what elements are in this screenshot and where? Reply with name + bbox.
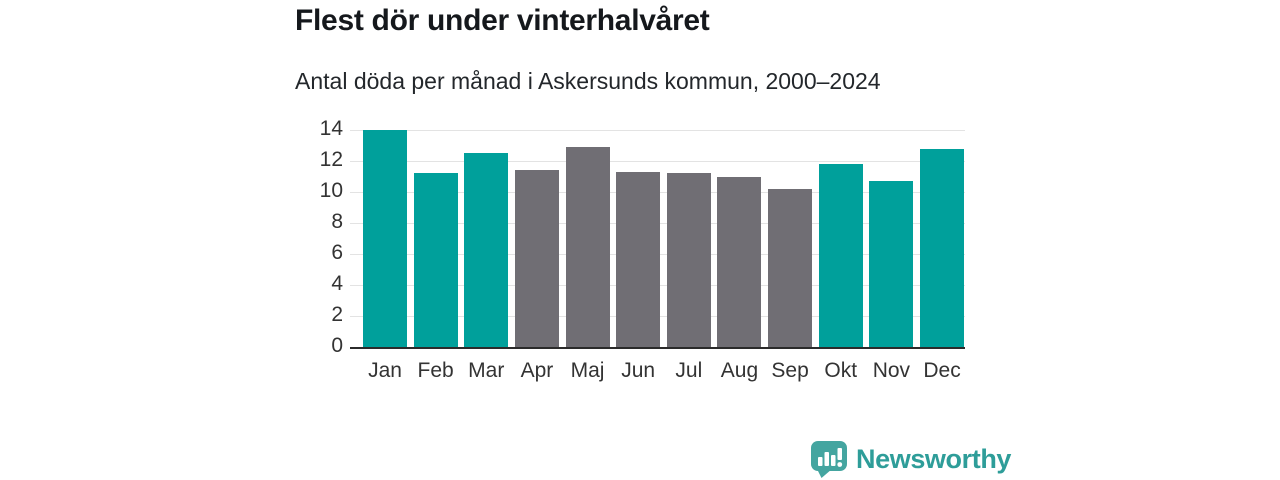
x-axis-label-apr: Apr [520, 359, 554, 382]
y-axis-tick-label: 0 [331, 334, 343, 357]
bar-jun [616, 171, 661, 347]
bar-chart-plot-area: 0 2 4 6 8 10 12 14 Jan Feb Mar Apr Maj Jun Jul Aug Sep Ok… [320, 118, 965, 382]
y-axis-tick-label: 10 [319, 179, 343, 202]
y-axis-tick-label: 2 [331, 303, 343, 326]
chart-subtitle: Antal döda per månad i Askersunds kommun… [295, 68, 881, 94]
bar-mar [464, 153, 509, 347]
newsworthy-logo: Newsworthy [810, 440, 1011, 478]
bar-jan [363, 130, 407, 347]
x-axis-label-dec: Dec [923, 359, 961, 382]
newsworthy-logo-icon [811, 441, 847, 478]
x-axis-label-nov: Nov [872, 359, 911, 382]
y-axis-tick-label: 6 [331, 241, 343, 264]
x-axis-label-feb: Feb [417, 359, 454, 382]
bar-aug [717, 176, 762, 347]
x-axis-label-aug: Aug [720, 359, 759, 382]
y-axis-tick-label: 4 [331, 272, 343, 295]
x-axis-label-maj: Maj [570, 359, 605, 382]
bar-nov [869, 181, 914, 347]
y-axis-tick-label: 8 [331, 210, 343, 233]
x-axis-label-sep: Sep [771, 359, 809, 382]
gridline-14 [350, 130, 965, 131]
bar-apr [514, 170, 559, 347]
x-axis-label-jan: Jan [368, 359, 402, 382]
bar-feb [413, 173, 458, 347]
bar-dec [920, 148, 965, 347]
y-axis-tick-label: 14 [319, 117, 343, 140]
x-axis-label-okt: Okt [824, 359, 858, 382]
chart-title: Flest dör under vinterhalvåret [295, 4, 710, 37]
y-axis-tick-label: 12 [319, 148, 343, 171]
bar-jul [666, 173, 711, 347]
x-axis-label-jul: Jul [675, 359, 703, 382]
x-axis-label-mar: Mar [468, 359, 505, 382]
bar-okt [818, 164, 863, 347]
newsworthy-logo-text: Newsworthy [856, 443, 1012, 474]
gridline-12 [350, 161, 965, 162]
bar-sep [768, 188, 813, 347]
x-axis-label-jun: Jun [621, 359, 656, 382]
bar-maj [565, 147, 610, 347]
